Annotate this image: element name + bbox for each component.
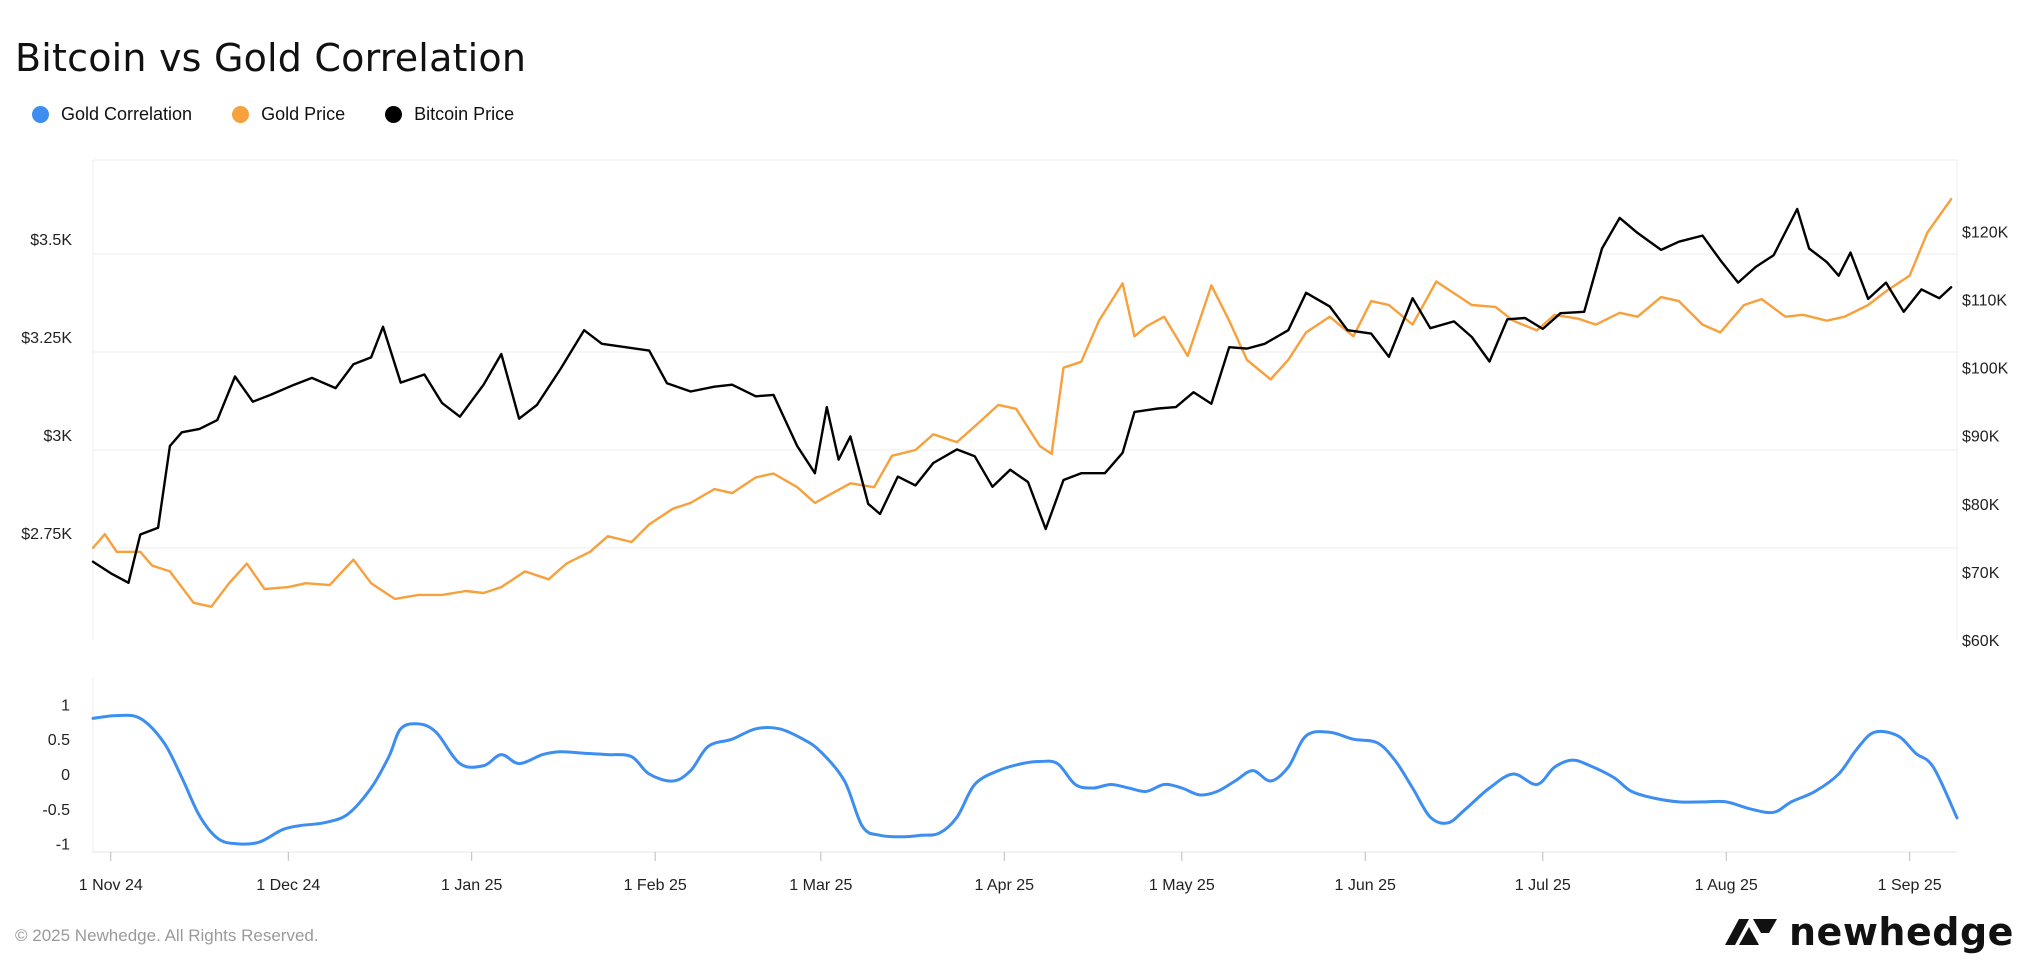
correlation-tick-label: -0.5 <box>42 802 70 819</box>
x-tick-label: 1 Aug 25 <box>1695 877 1758 894</box>
correlation-axis: 1 0.5 0 -0.5 -1 <box>42 697 70 853</box>
legend-item-gold-correlation[interactable]: Gold Correlation <box>32 104 192 125</box>
correlation-tick-label: -1 <box>56 837 70 854</box>
correlation-tick-label: 0.5 <box>48 732 70 749</box>
legend-item-gold-price[interactable]: Gold Price <box>232 104 345 125</box>
price-lines <box>91 198 1953 608</box>
gold-tick-label: $3.25K <box>21 330 72 347</box>
x-tick-label: 1 Feb 25 <box>624 877 687 894</box>
chart-title: Bitcoin vs Gold Correlation <box>15 36 527 80</box>
x-tick-label: 1 Sep 25 <box>1878 877 1942 894</box>
correlation-tick-label: 1 <box>61 697 70 714</box>
newhedge-mark-icon <box>1725 919 1777 945</box>
gold-tick-label: $3.5K <box>30 232 72 249</box>
bitcoin-tick-label: $110K <box>1962 293 2007 310</box>
gold-price-axis: $2.75K $3K $3.25K $3.5K <box>21 232 72 543</box>
legend: Gold Correlation Gold Price Bitcoin Pric… <box>32 104 514 125</box>
bitcoin-price-axis: $60K $70K $80K $90K $100K $110K $120K <box>1962 224 2009 650</box>
legend-dot-icon <box>32 106 49 123</box>
legend-item-bitcoin-price[interactable]: Bitcoin Price <box>385 104 514 125</box>
correlation-tick-label: 0 <box>61 767 70 784</box>
bitcoin-tick-label: $100K <box>1962 361 2009 378</box>
x-tick-label: 1 Jul 25 <box>1515 877 1571 894</box>
gold-correlation-line <box>91 713 1959 846</box>
x-tick-label: 1 Jun 25 <box>1335 877 1396 894</box>
gold-tick-label: $3K <box>44 428 73 445</box>
x-tick-label: 1 May 25 <box>1149 877 1215 894</box>
brand-name: newhedge <box>1789 910 2014 954</box>
legend-label: Bitcoin Price <box>414 104 515 124</box>
x-tick-label: 1 Nov 24 <box>79 877 143 894</box>
gold-tick-label: $2.75K <box>21 526 72 543</box>
legend-dot-icon <box>385 106 403 123</box>
legend-dot-icon <box>232 106 250 123</box>
x-tick-label: 1 Jan 25 <box>441 877 502 894</box>
gold-price-line <box>91 198 1953 608</box>
bitcoin-tick-label: $70K <box>1962 565 2000 582</box>
main-grid <box>92 159 1958 853</box>
bitcoin-price-line <box>91 207 1953 584</box>
bitcoin-tick-label: $60K <box>1962 633 2000 650</box>
bitcoin-tick-label: $80K <box>1962 497 2000 514</box>
x-tick-label: 1 Apr 25 <box>974 877 1034 894</box>
legend-label: Gold Price <box>261 104 346 124</box>
bitcoin-tick-label: $120K <box>1962 224 2009 241</box>
legend-label: Gold Correlation <box>61 104 193 124</box>
x-tick-label: 1 Mar 25 <box>789 877 852 894</box>
correlation-line <box>91 713 1959 846</box>
date-axis: 1 Nov 24 1 Dec 24 1 Jan 25 1 Feb 25 1 Mar 25… <box>79 852 1942 894</box>
bitcoin-tick-label: $90K <box>1962 429 2000 446</box>
copyright-footer: © 2025 Newhedge. All Rights Reserved. <box>15 926 319 945</box>
x-tick-label: 1 Dec 24 <box>256 877 320 894</box>
newhedge-logo: newhedge <box>1725 910 2014 954</box>
